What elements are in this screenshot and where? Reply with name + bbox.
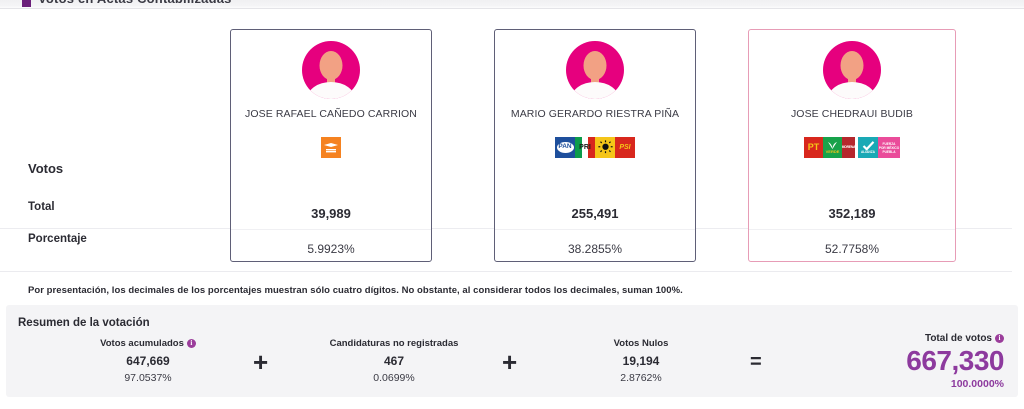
section-header: Votos en Actas Contabilizadas	[0, 0, 1024, 9]
candidates-table: Votos Total Porcentaje JOSE RAFAEL CAÑED…	[0, 9, 1024, 272]
party-logo-partido-verde: VERDE	[823, 137, 842, 158]
summary-item-votos-nulos: Votos Nulos 19,194 2.8762%	[551, 338, 731, 384]
card-divider	[749, 229, 955, 230]
summary-percentage: 97.0537%	[124, 372, 172, 384]
candidate-name: MARIO GERARDO RIESTRA PIÑA	[510, 108, 680, 120]
summary-value: 19,194	[622, 354, 660, 368]
summary-item-votos-acumulados: Votos acumulados i 647,669 97.0537%	[58, 338, 238, 384]
card-divider	[231, 229, 431, 230]
card-divider	[495, 229, 695, 230]
party-logo-prd	[595, 137, 615, 158]
summary-item-candidaturas-no-registradas: Candidaturas no registradas 467 0.0699%	[294, 338, 494, 384]
candidate-name: JOSE CHEDRAUI BUDIB	[790, 108, 914, 120]
info-icon[interactable]: i	[995, 334, 1004, 343]
candidate-total-votes: 352,189	[828, 206, 876, 221]
summary-total-block: Total de votos i 667,330 100.0000%	[906, 333, 1004, 390]
party-logo-nueva-alianza: ALIANZA	[858, 137, 878, 158]
row-divider-bottom	[0, 271, 1012, 272]
summary-value: 467	[383, 354, 405, 368]
summary-caption: Votos acumulados i	[58, 338, 238, 349]
label-porcentaje: Porcentaje	[28, 233, 87, 245]
total-caption: Total de votos i	[906, 333, 1004, 344]
party-logo-fuerza-por-mexico: FUERZA POR MÉXICO PUEBLA	[878, 137, 900, 158]
info-icon[interactable]: i	[186, 339, 196, 348]
candidate-card[interactable]: MARIO GERARDO RIESTRA PIÑA PAN PRI	[494, 29, 696, 262]
party-logo-movimiento-ciudadano	[321, 137, 341, 158]
party-logo-pt: PT	[804, 137, 823, 158]
voting-summary-panel: Resumen de la votación Votos acumulados i…	[6, 305, 1018, 397]
label-total: Total	[28, 201, 55, 213]
party-logo-psi: PSI	[615, 137, 635, 158]
summary-caption: Votos Nulos	[613, 338, 669, 349]
candidate-card[interactable]: JOSE RAFAEL CAÑEDO CARRION 39,989 5.9923…	[230, 29, 432, 262]
label-votos: Votos	[28, 161, 64, 176]
avatar	[823, 41, 881, 99]
summary-caption: Candidaturas no registradas	[329, 338, 459, 349]
candidate-percentage: 52.7758%	[824, 242, 880, 256]
candidate-percentage: 38.2855%	[567, 242, 623, 256]
summary-value: 647,669	[126, 354, 170, 368]
party-logos: PAN PRI	[495, 137, 695, 158]
summary-percentage: 2.8762%	[620, 372, 662, 384]
party-logo-pan: PAN	[555, 137, 575, 158]
candidate-total-votes: 255,491	[571, 206, 619, 221]
avatar	[566, 41, 624, 99]
candidate-card-highlighted[interactable]: JOSE CHEDRAUI BUDIB PT VERDE MORENA	[748, 29, 956, 262]
party-logo-pri: PRI	[575, 137, 595, 158]
total-percentage: 100.0000%	[950, 378, 1004, 390]
header-divider	[0, 8, 1024, 9]
party-logos	[231, 137, 431, 158]
summary-percentage: 0.0699%	[373, 372, 415, 384]
section-bullet-icon	[22, 0, 31, 7]
candidate-percentage: 5.9923%	[307, 242, 355, 256]
total-value: 667,330	[906, 345, 1004, 376]
candidate-name: JOSE RAFAEL CAÑEDO CARRION	[245, 108, 417, 120]
candidate-total-votes: 39,989	[311, 206, 351, 221]
operator-plus-2: +	[502, 347, 518, 377]
section-title: Votos en Actas Contabilizadas	[38, 0, 232, 6]
party-logos: PT VERDE MORENA ALIANZA	[749, 137, 955, 158]
party-logo-morena: MORENA	[842, 137, 855, 158]
page-bottom-edge	[0, 403, 1024, 409]
operator-equals: =	[750, 351, 762, 373]
summary-title: Resumen de la votación	[18, 317, 150, 329]
avatar	[302, 41, 360, 99]
operator-plus-1: +	[253, 347, 269, 377]
decimals-footnote: Por presentación, los decimales de los p…	[28, 285, 683, 296]
